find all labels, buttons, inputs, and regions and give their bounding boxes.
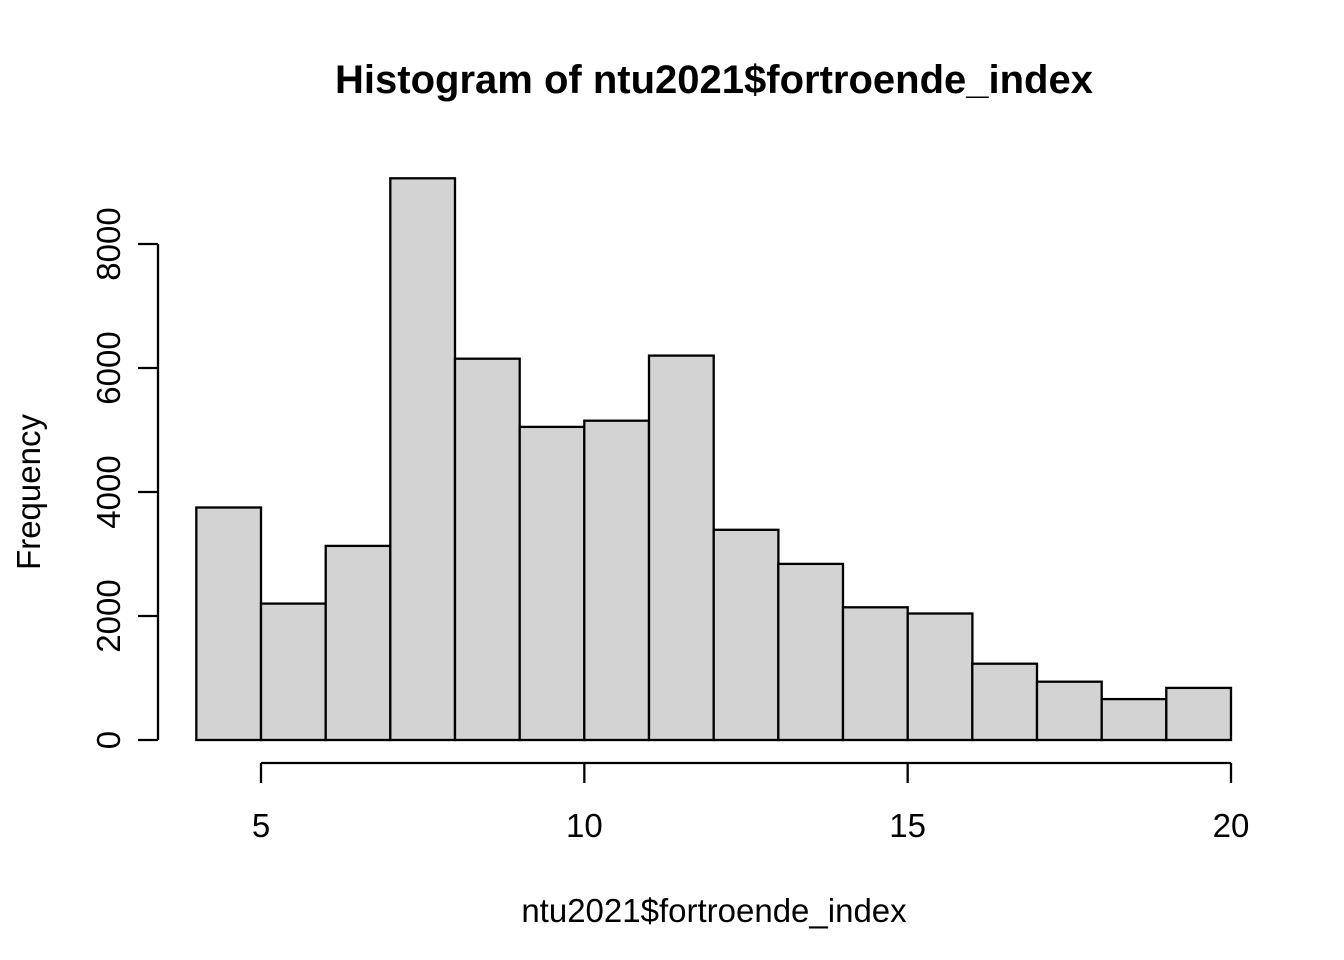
histogram-bar [195,506,263,742]
y-tick-label: 0 [90,731,127,749]
histogram-bar [1165,686,1233,742]
histogram-bar [583,419,651,742]
x-tick-label: 5 [252,807,270,844]
histogram-bar [841,606,909,742]
chart-title: Histogram of ntu2021$fortroende_index [335,58,1093,102]
histogram-bar [712,528,780,742]
y-axis: 0 2000 4000 6000 8000 [90,207,160,749]
histogram-bar [324,544,392,742]
x-tick-label: 20 [1213,807,1250,844]
histogram-bar [647,354,715,742]
y-tick-label: 6000 [90,331,127,404]
bars-group [195,177,1233,742]
histogram-bar [518,425,586,742]
histogram-bar [906,612,974,742]
histogram-bar [971,662,1039,742]
histogram-bar [777,562,845,742]
histogram-bar [1035,680,1103,742]
histogram-bar [1100,697,1168,742]
histogram-bar [389,177,457,742]
y-axis-title: Frequency [10,414,47,570]
x-axis: 5 10 15 20 [252,761,1250,844]
histogram-bar [453,357,521,742]
y-tick-label: 2000 [90,579,127,652]
x-tick-label: 10 [566,807,603,844]
x-axis-title: ntu2021$fortroende_index [521,892,907,929]
y-tick-label: 8000 [90,207,127,280]
x-tick-label: 15 [889,807,926,844]
y-tick-label: 4000 [90,455,127,528]
histogram-bar [259,602,327,742]
